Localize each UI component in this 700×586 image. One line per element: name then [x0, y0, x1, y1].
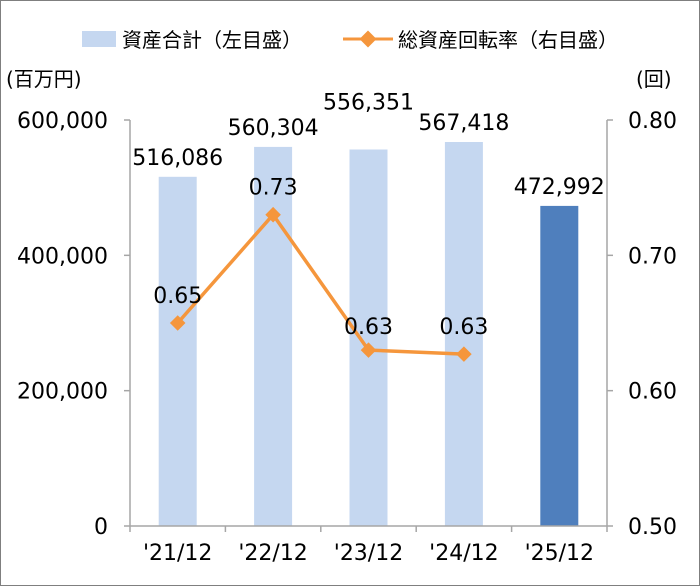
- line-value-labels: 0.65 0.73 0.63 0.63: [153, 176, 488, 340]
- bar-5: [540, 205, 579, 526]
- x-axis-labels: '21/12 '22/12 '23/12 '24/12 '25/12: [129, 526, 608, 566]
- line-value-label: 0.65: [153, 284, 202, 309]
- right-axis-tick-label: 0.80: [628, 109, 677, 134]
- left-axis-tick-label: 600,000: [17, 109, 108, 134]
- x-axis-tick-label: '25/12: [525, 541, 594, 566]
- right-axis-ticks: 0.50 0.60 0.70 0.80: [607, 109, 677, 540]
- axes: [129, 120, 608, 527]
- line-value-label: 0.63: [344, 315, 393, 340]
- left-axis-tick-label: 400,000: [17, 244, 108, 269]
- line-series: [169, 206, 472, 362]
- asset-turnover-marker-1: [169, 315, 186, 331]
- bar-2: [254, 146, 293, 526]
- legend-swatch-asset-turnover-marker: [359, 30, 377, 48]
- right-axis-unit: (回): [636, 67, 672, 91]
- legend: 資産合計（左目盛） 総資産回転率（右目盛）: [82, 28, 618, 52]
- x-axis-tick-label: '24/12: [429, 541, 498, 566]
- bar-value-label: 560,304: [228, 116, 319, 141]
- x-axis-tick-label: '23/12: [334, 541, 403, 566]
- right-axis-tick-label: 0.50: [628, 515, 677, 540]
- bar-value-label: 472,992: [514, 175, 605, 200]
- line-value-label: 0.73: [249, 176, 298, 201]
- right-axis-tick-label: 0.70: [628, 244, 677, 269]
- legend-swatch-total-assets: [82, 31, 116, 47]
- line-value-label: 0.63: [439, 315, 488, 340]
- left-axis-ticks: 0 200,000 400,000 600,000: [17, 109, 130, 540]
- left-axis-unit: (百万円): [6, 67, 82, 91]
- right-axis-tick-label: 0.60: [628, 380, 677, 405]
- bar-value-label: 567,418: [418, 111, 509, 136]
- asset-turnover-line: [176, 212, 464, 356]
- bar-3: [349, 149, 388, 526]
- legend-label-total-assets: 資産合計（左目盛）: [122, 28, 302, 52]
- bar-1: [158, 176, 197, 527]
- legend-label-asset-turnover: 総資産回転率（右目盛）: [398, 28, 618, 52]
- x-axis-tick-label: '22/12: [238, 541, 307, 566]
- bar-value-label: 516,086: [132, 146, 223, 171]
- bar-value-label: 556,351: [323, 91, 414, 116]
- bar-4: [444, 142, 483, 526]
- x-axis-tick-label: '21/12: [143, 541, 212, 566]
- left-axis-tick-label: 200,000: [17, 380, 108, 405]
- asset-turnover-marker-2: [265, 206, 281, 223]
- left-axis-tick-label: 0: [94, 515, 108, 540]
